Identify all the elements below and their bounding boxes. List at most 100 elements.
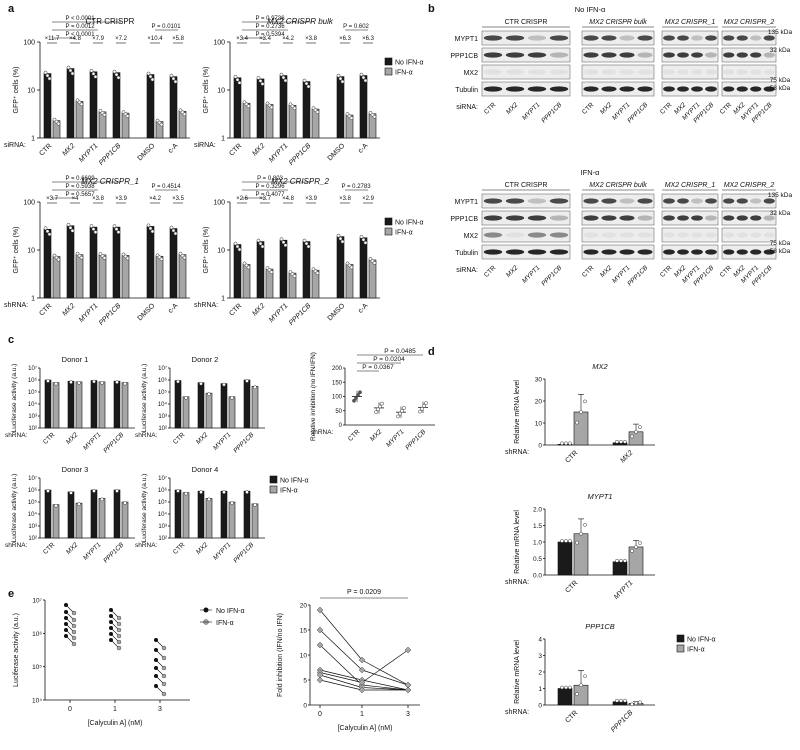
y-tick-label: 10⁴ [28, 401, 38, 408]
blot-band [637, 86, 653, 92]
fold-change: ×3.9 [115, 196, 128, 202]
bar-no-ifn [90, 489, 98, 539]
y-tick-label: 2 [538, 670, 542, 677]
y-tick-label: 10⁴ [158, 401, 168, 408]
data-point [376, 407, 380, 412]
data-point [349, 265, 354, 270]
legend-ifn: IFN-α [395, 70, 413, 77]
legend-swatch-ifn [676, 644, 685, 653]
x-tick-label: c-A [167, 142, 180, 155]
data-point [233, 74, 238, 79]
y-tick-label: 10⁶ [28, 487, 38, 494]
y-tick-label: 1 [221, 136, 225, 143]
row-label: shRNA: [505, 579, 529, 586]
data-point-ifn [116, 627, 122, 633]
y-axis-label: Relative inhibition (no IFN/IFN) [310, 352, 317, 441]
blot-band [750, 215, 762, 221]
data-point [115, 380, 119, 385]
data-point [176, 489, 180, 493]
y-tick-label: 150 [332, 380, 343, 386]
data-point [56, 121, 61, 126]
bar-no-ifn [43, 228, 52, 299]
x-tick-label: MX2 [61, 142, 76, 157]
bar-no-ifn [279, 239, 288, 299]
x-tick-label: c-A [357, 142, 370, 155]
data-point [182, 112, 187, 117]
p-value: P = 0.0101 [151, 24, 181, 30]
data-point [66, 65, 71, 70]
data-point [279, 72, 284, 77]
data-point [159, 257, 164, 262]
legend-no-ifn: No IFN-α [395, 220, 424, 227]
lane-label: MX2 [505, 264, 520, 279]
x-tick-label: CTR [38, 142, 53, 157]
data-point-no-ifn [64, 610, 68, 614]
data-point [237, 247, 242, 252]
x-tick-label: MX2 [65, 541, 80, 556]
chart-title: MX2 CRISPR bulk [267, 17, 334, 26]
blot-band [637, 35, 653, 41]
p-value: P = 0.0485 [384, 348, 416, 355]
data-point-no-ifn [154, 674, 158, 678]
data-point [115, 489, 119, 493]
bar-no-ifn [89, 226, 98, 299]
data-point [56, 257, 61, 262]
p-value: P = 0.0367 [362, 364, 394, 371]
data-point [630, 702, 634, 707]
y-tick-label: 1.5 [533, 523, 542, 530]
data-point [173, 231, 178, 236]
y-tick-label: 10² [28, 426, 37, 432]
blot-band [677, 52, 689, 58]
data-point [173, 79, 178, 84]
blot-band [723, 215, 735, 221]
data-point [68, 225, 73, 230]
data-point [583, 674, 587, 679]
blot-band [527, 232, 547, 238]
panel-a-chart-2: MX2 CRISPR bulk GFP⁺ cells (%) 1 10 100 ×3.4 C… [194, 16, 424, 167]
fold-change: ×3.8 [305, 36, 318, 42]
bar-no-ifn [174, 380, 182, 429]
x-axis-label: [Calyculin A] (nM) [338, 725, 393, 732]
blot-band [549, 52, 569, 58]
data-point [279, 237, 284, 242]
data-point [46, 489, 50, 493]
data-point [148, 226, 153, 231]
data-point-diamond [404, 646, 412, 654]
x-tick-label: MYPT1 [212, 541, 233, 562]
bar-ifn [573, 411, 589, 446]
series-line [319, 644, 363, 686]
data-point [420, 406, 424, 411]
data-point [230, 501, 234, 505]
p-value: P = 0.602 [343, 24, 369, 30]
data-point [100, 497, 104, 502]
fold-change: ×4.8 [69, 36, 82, 42]
fold-change: ×3.5 [172, 196, 185, 202]
data-point [336, 73, 341, 78]
y-tick-label: 3 [538, 653, 542, 660]
y-tick-label: 10³ [158, 414, 167, 420]
data-point-ifn [161, 691, 167, 697]
blot-strip [721, 244, 777, 260]
blot-band [527, 35, 547, 41]
lane-label: PPP1CB [540, 264, 564, 288]
blot-band [583, 69, 599, 75]
blot-band [549, 198, 569, 204]
bar-ifn [628, 431, 644, 446]
blot-band [705, 86, 717, 92]
y-tick-label: 20 [535, 399, 543, 406]
relative-inhibition-chart: Relative inhibition (no IFN/IFN) 0 50 100 15… [310, 348, 435, 452]
y-tick-label: 10⁶ [158, 377, 168, 384]
blot-band [691, 215, 703, 221]
fold-change: ×6.3 [362, 36, 375, 42]
data-point [354, 396, 358, 400]
data-point [619, 698, 623, 703]
blot-band [723, 52, 735, 58]
lane-label: PPP1CB [540, 101, 564, 125]
data-point [43, 226, 48, 231]
blot-strip [661, 81, 719, 97]
blot-row-label: Tubulin [455, 250, 478, 257]
x-tick-label: CTR [42, 541, 57, 556]
blot-band [619, 198, 635, 204]
p-value: P = 0.5657 [65, 192, 95, 198]
blot-group-label: MX2 CRISPR_1 [665, 182, 716, 189]
